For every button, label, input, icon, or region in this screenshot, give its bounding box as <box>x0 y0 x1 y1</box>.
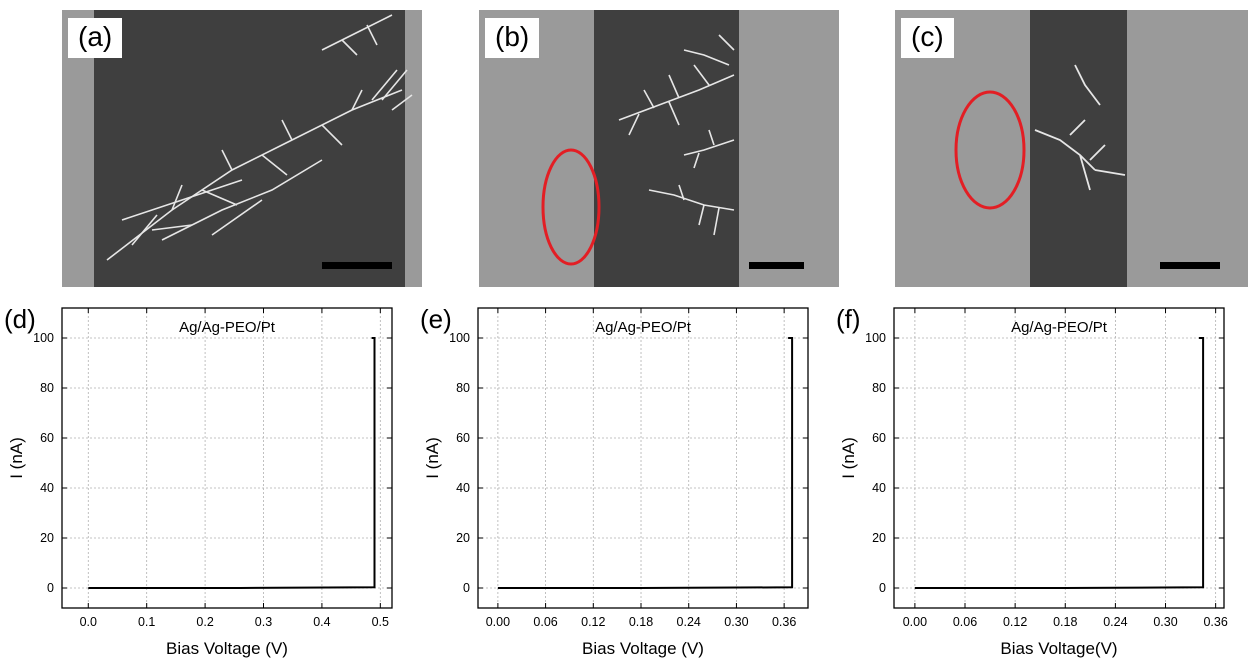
iv-trace <box>497 337 794 589</box>
panel-label-a: (a) <box>68 18 123 58</box>
y-tick-label: 60 <box>872 431 886 445</box>
x-tick-label: 0.12 <box>581 615 605 629</box>
right-electrode <box>405 10 422 287</box>
panel-label: (d) <box>4 304 36 334</box>
chart-title: Ag/Ag-PEO/Pt <box>179 319 276 336</box>
x-axis-title: Bias Voltage (V) <box>582 639 704 658</box>
plot-frame <box>893 307 1225 609</box>
y-tick-label: 40 <box>456 481 470 495</box>
plot-frame <box>61 307 393 609</box>
sem-image-a: (a) <box>62 10 422 287</box>
x-tick-label: 0.24 <box>677 615 701 629</box>
y-tick-label: 20 <box>872 531 886 545</box>
x-tick-label: 0.36 <box>772 615 796 629</box>
x-axis-title: Bias Voltage(V) <box>1000 639 1117 658</box>
y-tick-label: 20 <box>456 531 470 545</box>
y-tick-label: 0 <box>47 581 54 595</box>
y-tick-label: 100 <box>33 331 54 345</box>
panel-label-b: (b) <box>485 18 540 58</box>
y-tick-label: 0 <box>463 581 470 595</box>
sem-image-c: (c) <box>895 10 1248 287</box>
x-tick-label: 0.18 <box>1053 615 1077 629</box>
y-tick-label: 60 <box>40 431 54 445</box>
scale-bar <box>749 262 804 269</box>
iv-chart-d: (d) 0.0 0.1 0.2 0.3 0.4 0.5 0 20 40 60 80 100 Ag/Ag-P… <box>0 300 416 658</box>
sem-image-b: (b) <box>479 10 839 287</box>
iv-chart-e: (e) 0.00 0.06 0.12 0.18 0.24 0.30 0.36 0 20 40 60 80… <box>416 300 832 658</box>
y-tick-label: 20 <box>40 531 54 545</box>
iv-trace <box>88 337 376 589</box>
y-tick-label: 60 <box>456 431 470 445</box>
chart-title: Ag/Ag-PEO/Pt <box>595 319 692 336</box>
y-tick-label: 40 <box>40 481 54 495</box>
panel-label: (f) <box>836 304 861 334</box>
dendrite-growth <box>1034 64 1126 191</box>
x-tick-label: 0.18 <box>629 615 653 629</box>
iv-chart-svg: (d) 0.0 0.1 0.2 0.3 0.4 0.5 0 20 40 60 80 100 Ag/Ag-P… <box>4 304 393 658</box>
x-tick-label: 0.00 <box>903 615 927 629</box>
x-tick-label: 0.0 <box>80 615 97 629</box>
panel-label-c: (c) <box>901 18 954 58</box>
y-tick-label: 80 <box>40 381 54 395</box>
x-axis-title: Bias Voltage (V) <box>166 639 288 658</box>
y-tick-label: 100 <box>449 331 470 345</box>
x-tick-label: 0.00 <box>486 615 510 629</box>
x-tick-label: 0.12 <box>1003 615 1027 629</box>
iv-trace <box>914 337 1205 589</box>
right-electrode <box>739 10 839 287</box>
scale-bar <box>322 262 392 269</box>
x-tick-label: 0.06 <box>533 615 557 629</box>
highlight-ellipse <box>954 90 1026 210</box>
x-tick-label: 0.2 <box>196 615 213 629</box>
plot-frame <box>477 307 809 609</box>
iv-chart-svg: (e) 0.00 0.06 0.12 0.18 0.24 0.30 0.36 0 20 40 60 80… <box>420 304 809 658</box>
dendrite-growth <box>106 14 413 261</box>
iv-chart-f: (f) 0.00 0.06 0.12 0.18 0.24 0.30 0.36 0 20 40 60 80… <box>832 300 1248 658</box>
x-tick-label: 0.30 <box>1153 615 1177 629</box>
y-tick-label: 40 <box>872 481 886 495</box>
x-tick-label: 0.5 <box>372 615 389 629</box>
y-tick-label: 80 <box>872 381 886 395</box>
x-tick-label: 0.06 <box>953 615 977 629</box>
x-tick-label: 0.36 <box>1203 615 1227 629</box>
y-axis-title: I (nA) <box>839 437 858 479</box>
highlight-ellipse <box>541 148 601 266</box>
iv-chart-svg: (f) 0.00 0.06 0.12 0.18 0.24 0.30 0.36 0 20 40 60 80… <box>836 304 1228 658</box>
y-axis-title: I (nA) <box>7 437 26 479</box>
y-axis-title: I (nA) <box>423 437 442 479</box>
x-tick-label: 0.30 <box>724 615 748 629</box>
y-tick-label: 80 <box>456 381 470 395</box>
scale-bar <box>1160 262 1220 269</box>
x-tick-label: 0.3 <box>255 615 272 629</box>
x-tick-label: 0.24 <box>1103 615 1127 629</box>
panel-label: (e) <box>420 304 452 334</box>
dendrite-growth <box>618 34 735 236</box>
y-tick-label: 100 <box>865 331 886 345</box>
chart-title: Ag/Ag-PEO/Pt <box>1011 319 1108 336</box>
y-tick-label: 0 <box>879 581 886 595</box>
x-tick-label: 0.1 <box>138 615 155 629</box>
right-electrode <box>1127 10 1248 287</box>
x-tick-label: 0.4 <box>313 615 330 629</box>
